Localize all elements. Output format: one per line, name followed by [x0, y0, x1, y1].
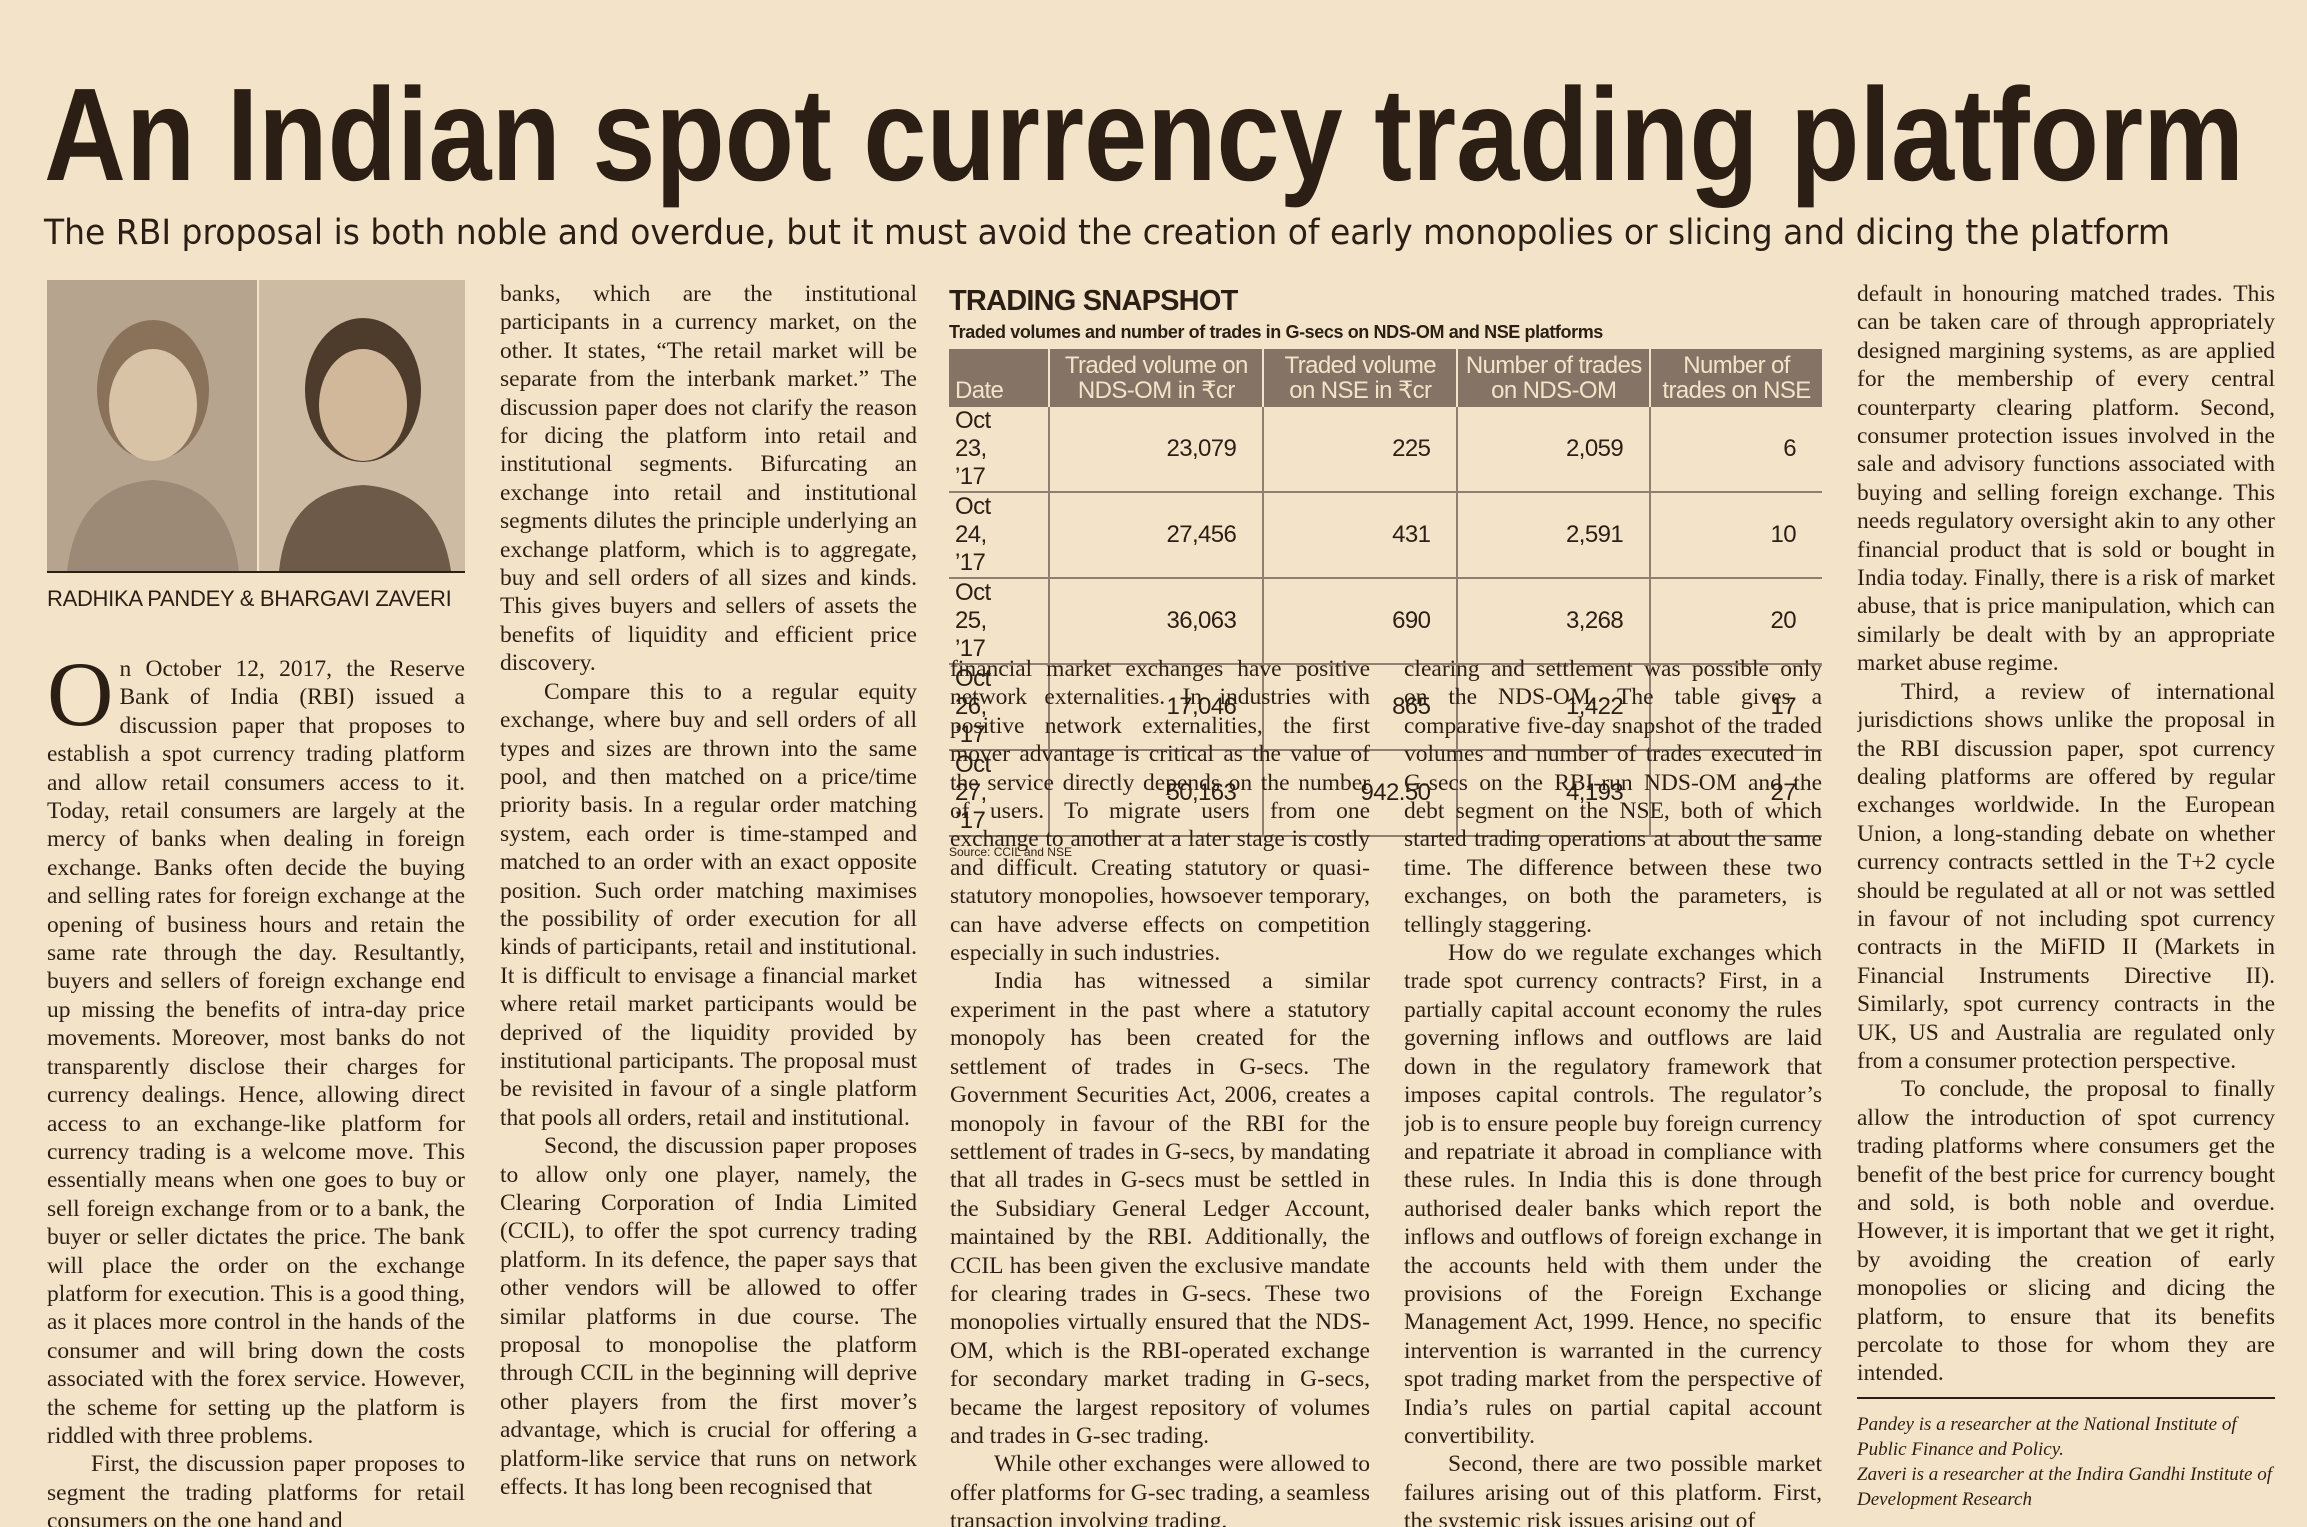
paragraph: To conclude, the proposal to finally all…: [1857, 1076, 2275, 1387]
table-row: Oct 26, ’17 17,046 865 1,422 17: [949, 664, 1822, 751]
cell: 10: [1649, 492, 1822, 579]
paragraph: How do we regulate exchanges which trade…: [1404, 940, 1822, 1449]
cell: 6: [1649, 407, 1822, 493]
paragraph: While other exchanges were allowed to of…: [950, 1451, 1370, 1527]
column: clearing and settlement was possible onl…: [1404, 655, 1822, 1527]
cell: 36,063: [1048, 578, 1264, 665]
cell: 865: [1262, 664, 1458, 751]
bio-line: Pandey is a researcher at the National I…: [1857, 1414, 2237, 1460]
paragraph: banks, which are the institutional parti…: [500, 281, 917, 677]
bio: Pandey is a researcher at the National I…: [1857, 1412, 2275, 1512]
paragraph: Compare this to a regular equity exchang…: [500, 678, 917, 1131]
cell: 2,059: [1456, 407, 1651, 493]
header-cell: Traded volume on NSE in ₹cr: [1262, 349, 1458, 407]
table-row: Oct 24, ’17 27,456 431 2,591 10: [949, 492, 1822, 579]
cell: 20: [1649, 578, 1822, 665]
paragraph: India has witnessed a similar experiment…: [950, 968, 1370, 1449]
paragraph: Third, a review of international jurisdi…: [1857, 678, 2275, 1074]
rule: [1857, 1397, 2275, 1399]
paragraph: clearing and settlement was possible onl…: [1404, 656, 1822, 938]
title: An Indian spot currency trading platform: [44, 61, 2244, 208]
cell: 23,079: [1048, 407, 1264, 493]
cell: Oct 26, ’17: [949, 664, 1050, 751]
table-row: Oct 23, ’17 23,079 225 2,059 6: [949, 407, 1822, 493]
byline: RADHIKA PANDEY & BHARGAVI ZAVERI: [47, 586, 452, 611]
subtitle: The RBI proposal is both noble and overd…: [43, 213, 2170, 253]
author-photos: [47, 280, 465, 573]
data-table-box: TRADING SNAPSHOT Traded volumes and numb…: [949, 285, 1822, 859]
paragraph: Second, the discussion paper proposes to…: [500, 1133, 917, 1501]
header-cell: Date: [949, 349, 1050, 407]
column: On October 12, 2017, the Reserve Bank of…: [47, 655, 465, 1527]
cell: 27: [1649, 750, 1822, 837]
header-cell: Number of trades on NSE: [1649, 349, 1822, 407]
table-subtitle: Traded volumes and number of trades in G…: [949, 322, 1603, 342]
table-row: Oct 25, ’17 36,063 690 3,268 20: [949, 578, 1822, 665]
column: financial market exchanges have positive…: [950, 655, 1370, 1527]
table-title: TRADING SNAPSHOT: [949, 285, 1238, 317]
cell: 690: [1262, 578, 1458, 665]
cell: 1,422: [1456, 664, 1651, 751]
headline: An Indian spot currency trading platform…: [43, 61, 2244, 253]
column: banks, which are the institutional parti…: [500, 280, 917, 1527]
header-cell: Traded volume on NDS-OM in ₹cr: [1048, 349, 1264, 407]
table: Date Traded volume on NDS-OM in ₹cr Traded…: [949, 349, 1822, 837]
cell: 17,046: [1048, 664, 1264, 751]
cell: 17: [1649, 664, 1822, 751]
table-row: Oct 27, ’17 50,163 942.50 4,193 27: [949, 750, 1822, 837]
cell: 2,591: [1456, 492, 1651, 579]
cell: 3,268: [1456, 578, 1651, 665]
cell: 431: [1262, 492, 1458, 579]
cell: Oct 24, ’17: [949, 492, 1050, 579]
cell: 27,456: [1048, 492, 1264, 579]
column: default in honouring matched trades. Thi…: [1857, 280, 2275, 1390]
paragraph: First, the discussion paper proposes to …: [47, 1451, 465, 1527]
cell: 50,163: [1048, 750, 1264, 837]
cell: Oct 27, ’17: [949, 750, 1050, 837]
paragraph: financial market exchanges have positive…: [950, 656, 1370, 967]
table-source: Source: CCIL and NSE: [949, 845, 1072, 859]
cell: 942.50: [1262, 750, 1458, 837]
header-cell: Number of trades on NDS-OM: [1456, 349, 1651, 407]
cell: Oct 25, ’17: [949, 578, 1050, 665]
cell: Oct 23, ’17: [949, 407, 1050, 493]
paragraph: default in honouring matched trades. Thi…: [1857, 281, 2275, 677]
cell: 4,193: [1456, 750, 1651, 837]
bio-line: Zaveri is a researcher at the Indira Gan…: [1857, 1464, 2272, 1510]
paragraph: Second, there are two possible market fa…: [1404, 1451, 1822, 1527]
paragraph: On October 12, 2017, the Reserve Bank of…: [47, 655, 465, 1449]
cell: 225: [1262, 407, 1458, 493]
